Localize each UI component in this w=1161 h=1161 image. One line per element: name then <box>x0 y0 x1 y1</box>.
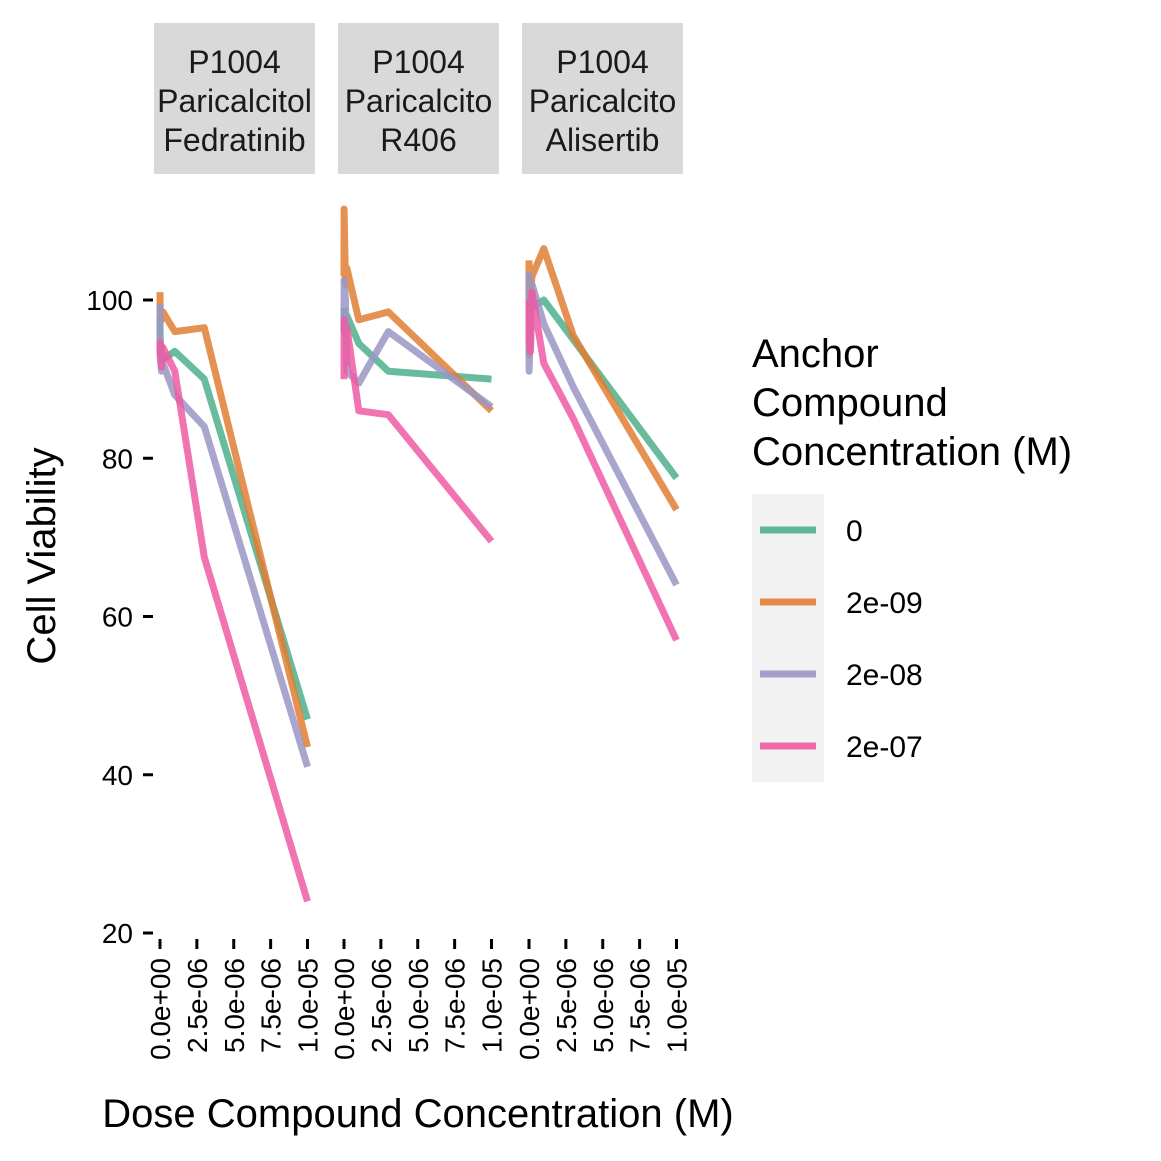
legend-title-line: Compound <box>752 381 948 425</box>
x-tick-label: 0.0e+00 <box>329 958 360 1060</box>
x-axis: 0.0e+00 2.5e-06 5.0e-06 7.5e-06 1.0e-05 0.0e+… <box>145 939 693 1060</box>
x-tick-label: 2.5e-06 <box>551 958 582 1053</box>
y-tick-label: 40 <box>102 760 133 791</box>
series-line-panel3-2e-08 <box>525 272 680 587</box>
plot-series <box>156 205 680 903</box>
legend-label: 0 <box>846 515 863 548</box>
x-tick-label: 5.0e-06 <box>403 958 434 1053</box>
x-tick-label: 2.5e-06 <box>366 958 397 1053</box>
y-tick-label: 100 <box>86 285 133 316</box>
y-tick-label: 60 <box>102 602 133 633</box>
facet-strips: P1004ParicalcitolFedratinibP1004Paricalc… <box>154 23 683 174</box>
facet-strip-2 <box>338 23 499 174</box>
series-line-panel2-2e-09 <box>340 205 494 414</box>
legend-label: 2e-09 <box>846 587 923 620</box>
x-tick-label: 1.0e-05 <box>293 958 324 1053</box>
series-line-panel2-2e-07 <box>340 316 495 544</box>
x-tick-label: 7.5e-06 <box>625 958 656 1053</box>
legend-key-background <box>752 494 824 782</box>
series-line-panel1-2e-07 <box>156 339 311 903</box>
y-axis: 20 40 60 80 100 <box>86 285 153 949</box>
y-tick-label: 20 <box>102 918 133 949</box>
x-tick-label: 1.0e-05 <box>477 958 508 1053</box>
facet-strip-label: R406 <box>380 122 457 158</box>
facet-strip-label: Fedratinib <box>163 122 305 158</box>
x-tick-label: 1.0e-05 <box>662 958 693 1053</box>
legend: Anchor Compound Concentration (M) 0 2e-09 2e-… <box>752 332 1072 782</box>
facet-strip-label: Paricalcito <box>529 83 677 119</box>
x-tick-label: 7.5e-06 <box>440 958 471 1053</box>
x-tick-label: 0.0e+00 <box>514 958 545 1060</box>
x-axis-title: Dose Compound Concentration (M) <box>102 1092 733 1136</box>
y-axis-title: Cell Viability <box>20 447 64 664</box>
series-line-panel3-2e-07 <box>525 288 680 642</box>
x-tick-label: 5.0e-06 <box>588 958 619 1053</box>
legend-title-line: Anchor <box>752 332 879 376</box>
legend-label: 2e-07 <box>846 731 923 764</box>
facet-strip-label: P1004 <box>188 44 281 80</box>
x-tick-label: 0.0e+00 <box>145 958 176 1060</box>
facet-strip-label: P1004 <box>372 44 465 80</box>
facet-strip-3 <box>522 23 683 174</box>
legend-title-line: Concentration (M) <box>752 430 1072 474</box>
facet-strip-label: Alisertib <box>546 122 660 158</box>
facet-strip-label: Paricalcito <box>345 83 493 119</box>
facet-strip-label: Paricalcitol <box>157 83 312 119</box>
x-tick-label: 5.0e-06 <box>219 958 250 1053</box>
x-tick-label: 7.5e-06 <box>256 958 287 1053</box>
y-tick-label: 80 <box>102 443 133 474</box>
facet-strip-1 <box>154 23 315 174</box>
legend-label: 2e-08 <box>846 659 923 692</box>
facet-strip-label: P1004 <box>556 44 649 80</box>
x-tick-label: 2.5e-06 <box>182 958 213 1053</box>
